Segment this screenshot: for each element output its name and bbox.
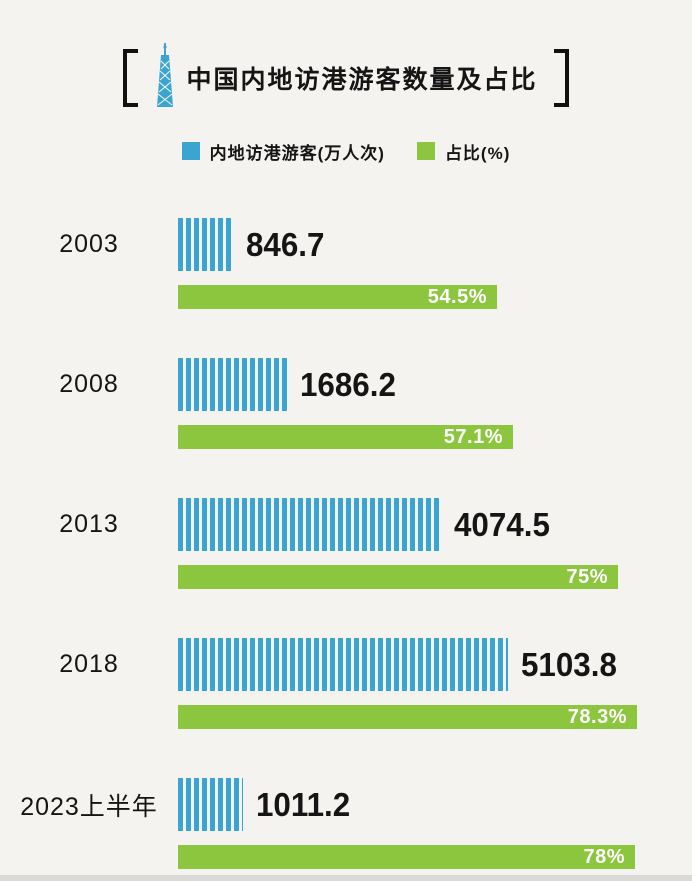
tower-icon — [157, 43, 174, 107]
year-label: 2013 — [59, 510, 119, 538]
share-bar: 78% — [178, 845, 635, 869]
year-label: 2003 — [59, 230, 119, 258]
visitors-bar — [178, 638, 508, 691]
right-bracket-decoration — [553, 49, 569, 107]
visitors-value: 846.7 — [246, 225, 325, 263]
share-value: 54.5% — [427, 285, 487, 308]
page-edge-strip — [0, 875, 692, 881]
year-label: 2018 — [59, 650, 119, 678]
visitors-bar — [178, 218, 233, 271]
visitors-value: 4074.5 — [454, 505, 550, 543]
visitors-bar — [178, 358, 287, 411]
chart-title-block: 中国内地访港游客数量及占比 — [0, 43, 692, 110]
year-label: 2008 — [59, 370, 119, 398]
chart-rows: 2003 846.7 54.5% 2008 1686.2 57.1% — [0, 218, 692, 869]
chart-row: 2008 1686.2 57.1% — [0, 358, 692, 449]
share-legend-label: 占比(%) — [444, 143, 511, 163]
chart-row: 2013 4074.5 75% — [0, 498, 692, 589]
share-value: 78% — [583, 845, 625, 868]
visitors-value: 1011.2 — [256, 785, 351, 823]
chart-row: 2023上半年 1011.2 78% — [0, 778, 692, 869]
share-value: 57.1% — [443, 425, 503, 448]
chart-legend: 内地访港游客(万人次) 占比(%) — [0, 140, 692, 163]
share-bar: 54.5% — [178, 285, 497, 309]
page-title: 中国内地访港游客数量及占比 — [186, 66, 538, 94]
visitors-value: 5103.8 — [521, 645, 617, 683]
share-bar: 57.1% — [178, 425, 513, 449]
left-bracket-decoration — [123, 49, 139, 107]
visitors-legend-swatch — [181, 142, 200, 160]
visitors-bar — [178, 778, 243, 831]
share-legend-swatch — [416, 142, 435, 160]
share-bar: 78.3% — [178, 705, 637, 729]
visitors-value: 1686.2 — [300, 365, 396, 403]
year-label: 2023上半年 — [20, 792, 158, 821]
share-value: 78.3% — [567, 705, 627, 728]
visitors-legend-label: 内地访港游客(万人次) — [209, 143, 385, 163]
chart-row: 2003 846.7 54.5% — [0, 218, 692, 309]
chart-row: 2018 5103.8 78.3% — [0, 638, 692, 729]
share-bar: 75% — [178, 565, 618, 589]
share-value: 75% — [566, 565, 608, 588]
visitors-bar — [178, 498, 441, 551]
